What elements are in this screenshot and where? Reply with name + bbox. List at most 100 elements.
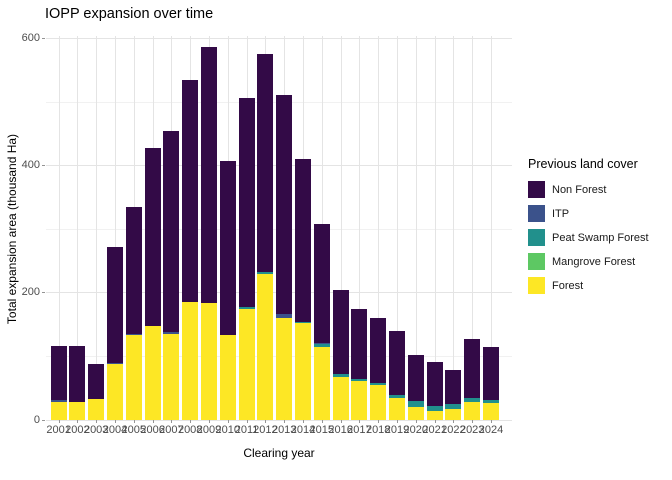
bar-segment-2014-peat-swamp-forest bbox=[295, 322, 311, 324]
x-tick-label: 2010 bbox=[215, 424, 241, 436]
bar-segment-2001-non-forest bbox=[50, 346, 67, 400]
bar-segment-2012-non-forest bbox=[257, 54, 274, 273]
bar-segment-2006-non-forest bbox=[144, 148, 161, 326]
bar-segment-2021-peat-swamp-forest bbox=[426, 406, 443, 412]
legend-title: Previous land cover bbox=[528, 157, 638, 171]
x-tick-label: 2013 bbox=[271, 424, 297, 436]
bar-segment-2024-forest bbox=[483, 403, 499, 420]
x-axis-tick bbox=[434, 420, 436, 423]
category-gridline bbox=[96, 36, 98, 420]
y-tick-label: 400 bbox=[21, 159, 40, 172]
x-axis-tick bbox=[190, 420, 192, 423]
legend-swatch bbox=[528, 181, 545, 198]
x-axis-tick bbox=[152, 420, 154, 423]
legend-item-peat-swamp-forest: Peat Swamp Forest bbox=[528, 229, 670, 246]
x-tick-label: 2004 bbox=[102, 424, 128, 436]
bar-segment-2006-forest bbox=[144, 325, 161, 420]
bar-segment-2003-non-forest bbox=[88, 364, 105, 399]
x-axis-tick bbox=[77, 420, 79, 423]
category-gridline bbox=[491, 36, 492, 420]
category-gridline bbox=[434, 36, 436, 420]
y-tick-label: 200 bbox=[21, 286, 40, 299]
y-tick-label: 0 bbox=[33, 413, 40, 426]
x-axis-tick bbox=[284, 420, 286, 423]
x-axis-tick bbox=[472, 420, 474, 423]
x-tick-label: 2024 bbox=[478, 424, 504, 436]
bar-segment-2019-forest bbox=[389, 398, 405, 420]
bar-segment-2024-peat-swamp-forest bbox=[483, 400, 499, 404]
bar-segment-2017-forest bbox=[351, 381, 368, 420]
x-axis-tick bbox=[96, 420, 98, 423]
x-tick-label: 2001 bbox=[46, 424, 71, 436]
bar-segment-2011-forest bbox=[238, 308, 255, 420]
bar-segment-2009-non-forest bbox=[201, 47, 217, 303]
y-tick-label: 600 bbox=[21, 31, 40, 44]
bar-segment-2001-forest bbox=[50, 401, 67, 420]
bar-segment-2007-forest bbox=[163, 334, 180, 420]
bar-segment-2018-forest bbox=[370, 385, 387, 420]
legend-item-itp: ITP bbox=[528, 205, 670, 222]
x-tick-label: 2006 bbox=[140, 424, 165, 436]
bar-segment-2007-itp bbox=[163, 332, 180, 335]
bar-segment-2012-peat-swamp-forest bbox=[257, 272, 274, 275]
x-tick-label: 2015 bbox=[309, 424, 335, 436]
x-tick-label: 2009 bbox=[196, 424, 222, 436]
x-axis-tick bbox=[321, 420, 323, 423]
y-axis-tick bbox=[42, 165, 45, 167]
x-tick-label: 2021 bbox=[422, 424, 447, 436]
y-axis-tick bbox=[42, 292, 45, 294]
category-gridline bbox=[58, 36, 60, 420]
x-tick-label: 2023 bbox=[459, 424, 485, 436]
legend-swatch bbox=[528, 253, 545, 270]
bar-segment-2017-non-forest bbox=[351, 308, 368, 379]
x-tick-label: 2005 bbox=[121, 424, 147, 436]
bar-segment-2008-non-forest bbox=[182, 80, 199, 302]
x-tick-label: 2012 bbox=[253, 424, 278, 436]
category-gridline bbox=[77, 36, 79, 420]
bar-segment-2011-peat-swamp-forest bbox=[238, 306, 255, 309]
bar-segment-2020-forest bbox=[407, 406, 424, 420]
bar-segment-2022-non-forest bbox=[445, 369, 462, 405]
bar-segment-2010-non-forest bbox=[219, 160, 236, 335]
x-axis-tick bbox=[340, 420, 342, 423]
x-tick-label: 2016 bbox=[328, 424, 353, 436]
category-gridline bbox=[340, 36, 342, 420]
bar-segment-2015-itp bbox=[313, 343, 330, 345]
x-axis-tick bbox=[415, 420, 417, 423]
category-gridline bbox=[359, 36, 361, 420]
bar-segment-2022-peat-swamp-forest bbox=[445, 404, 462, 409]
x-tick-label: 2017 bbox=[347, 424, 372, 436]
legend-swatch bbox=[528, 205, 545, 222]
x-tick-label: 2007 bbox=[159, 424, 184, 436]
legend-items: Non Forest ITP Peat Swamp Forest Mangrove F… bbox=[528, 181, 670, 294]
bar-segment-2014-non-forest bbox=[295, 158, 311, 323]
bar-segment-2017-peat-swamp-forest bbox=[351, 378, 368, 382]
bar-segment-2019-peat-swamp-forest bbox=[389, 394, 405, 399]
legend: Previous land cover Non Forest ITP Peat Sw… bbox=[528, 157, 670, 301]
x-axis-tick bbox=[209, 420, 210, 423]
x-axis-tick bbox=[359, 420, 361, 423]
legend-item-label: Non Forest bbox=[552, 183, 607, 196]
bar-segment-2005-itp bbox=[125, 333, 142, 336]
x-axis-tick bbox=[378, 420, 380, 423]
legend-item-non-forest: Non Forest bbox=[528, 181, 670, 198]
bar-segment-2023-non-forest bbox=[464, 338, 481, 399]
plot-area bbox=[46, 36, 512, 421]
x-axis-tick bbox=[397, 420, 398, 423]
bar-segment-2015-non-forest bbox=[313, 224, 330, 344]
bar-segment-2018-non-forest bbox=[370, 317, 387, 384]
y-axis-tick bbox=[42, 37, 45, 39]
bar-segment-2005-non-forest bbox=[125, 206, 142, 334]
legend-item-forest: Forest bbox=[528, 277, 670, 294]
bar-segment-2005-forest bbox=[125, 335, 142, 420]
x-tick-label: 2002 bbox=[65, 424, 90, 436]
bar-segment-2013-itp bbox=[276, 313, 293, 318]
bar-segment-2019-non-forest bbox=[389, 330, 405, 395]
x-axis-tick bbox=[227, 420, 229, 423]
bar-segment-2009-forest bbox=[201, 302, 217, 420]
x-axis-tick bbox=[303, 420, 304, 423]
bar-segment-2013-non-forest bbox=[276, 95, 293, 314]
x-axis-tick bbox=[453, 420, 455, 423]
bar-segment-2016-peat-swamp-forest bbox=[332, 373, 349, 378]
